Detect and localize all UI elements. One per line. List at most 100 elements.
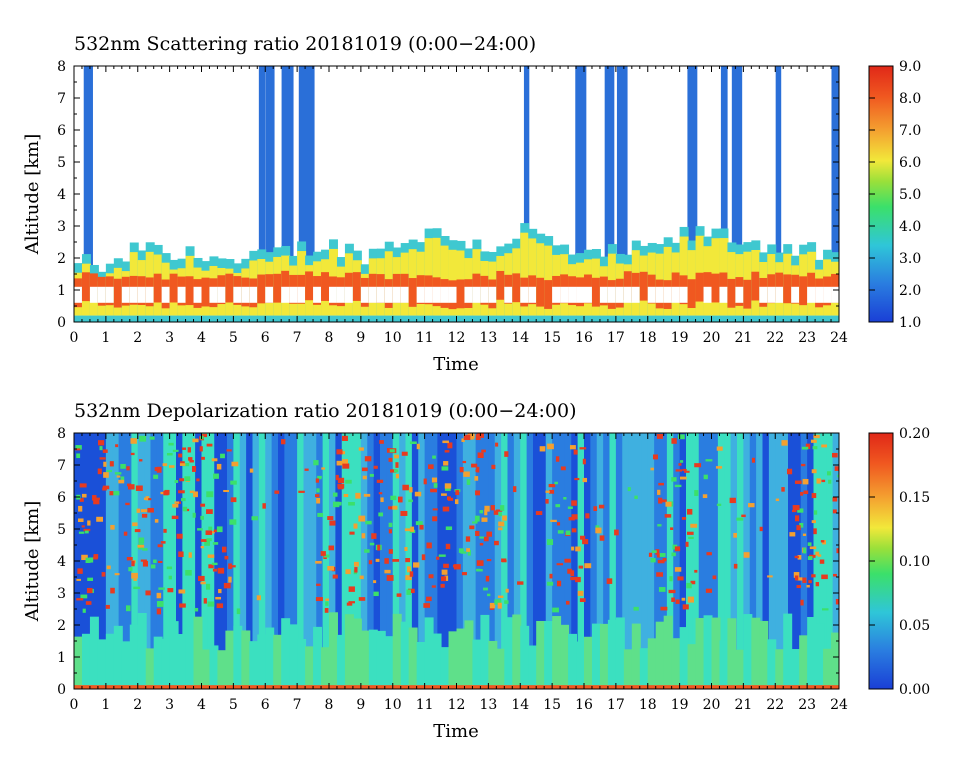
layer-white <box>137 286 147 303</box>
layer-red <box>703 272 713 301</box>
depol-speckle <box>598 504 605 509</box>
layer-white <box>775 286 785 303</box>
depol-speckle <box>474 476 479 481</box>
depol-speckle <box>472 521 478 524</box>
depol-column <box>552 433 560 689</box>
depol-speckle <box>110 587 115 594</box>
depol-speckle <box>336 449 343 455</box>
depol-speckle <box>455 490 460 496</box>
depol-speckle <box>834 466 839 471</box>
layer-white <box>448 286 458 303</box>
depol-speckle <box>181 447 187 450</box>
depol-speckle <box>167 588 174 593</box>
depol-speckle <box>712 575 717 580</box>
depol-layer <box>631 623 641 686</box>
depol-speckle <box>671 438 677 444</box>
depol-speckle <box>125 502 130 506</box>
scattering-colorbar-labels: 1.0 2.0 3.0 4.0 5.0 6.0 7.0 8.0 9.0 <box>869 59 921 331</box>
depol-speckle <box>348 601 355 604</box>
y-tick-label: 2 <box>57 251 66 267</box>
depol-speckle <box>205 530 213 535</box>
depol-speckle <box>196 478 200 482</box>
depol-column <box>105 433 114 689</box>
depol-speckle <box>800 491 804 496</box>
x-tick-label: 24 <box>830 330 848 346</box>
depol-layer <box>591 623 601 686</box>
depol-speckle <box>315 597 323 602</box>
depol-speckle <box>346 602 353 606</box>
depol-speckle <box>220 453 225 459</box>
x-tick-label: 9 <box>356 330 365 346</box>
depol-speckle <box>807 542 812 546</box>
depol-speckle <box>796 525 801 531</box>
depol-speckle <box>465 536 471 542</box>
depol-speckle <box>593 506 598 512</box>
depol-speckle <box>409 487 413 493</box>
layer-white <box>815 286 825 303</box>
depol-speckle <box>445 543 451 550</box>
depol-speckle <box>705 588 713 593</box>
x-tick-label: 10 <box>384 697 402 713</box>
depol-layer <box>615 617 625 686</box>
depol-speckle <box>204 540 210 546</box>
depol-speckle <box>461 572 467 576</box>
depol-speckle <box>687 596 694 603</box>
depol-speckle <box>486 531 492 537</box>
depol-speckle <box>685 541 689 547</box>
depol-layer <box>161 638 171 686</box>
depol-speckle <box>423 478 427 485</box>
x-tick-label: 5 <box>229 330 238 346</box>
depol-layer <box>440 647 450 686</box>
x-tick-label: 15 <box>543 330 561 346</box>
layer-red <box>185 276 195 306</box>
depol-layer <box>456 628 466 686</box>
depol-column <box>826 433 834 689</box>
depol-speckle <box>657 559 665 564</box>
depol-speckle <box>407 566 411 573</box>
depol-speckle <box>579 447 587 450</box>
y-tick-label: 6 <box>57 490 66 506</box>
depol-layer <box>623 649 633 686</box>
depol-speckle <box>179 463 186 466</box>
x-tick-label: 1 <box>101 330 110 346</box>
depol-column <box>80 433 88 689</box>
depol-speckle <box>656 433 663 439</box>
depol-speckle <box>767 575 773 578</box>
x-tick-label: 23 <box>798 330 816 346</box>
depol-speckle <box>476 560 484 566</box>
depol-column <box>399 433 407 689</box>
depol-speckle <box>491 464 496 470</box>
depol-speckle <box>436 556 440 560</box>
depol-speckle <box>200 503 206 507</box>
layer-white <box>313 286 323 303</box>
depol-layer <box>336 634 346 686</box>
colorbar-label: 8.0 <box>899 91 921 107</box>
depol-speckle <box>565 600 570 605</box>
layer-red <box>591 277 601 307</box>
y-tick-label: 1 <box>57 283 66 299</box>
depol-speckle <box>373 465 378 469</box>
depol-layer <box>647 638 657 686</box>
depol-layer <box>831 632 839 686</box>
depol-speckle <box>453 564 461 570</box>
depol-speckle <box>354 567 358 573</box>
depol-column <box>450 433 458 689</box>
depol-column <box>513 433 522 689</box>
depol-speckle <box>408 588 415 594</box>
depol-speckle <box>118 479 125 484</box>
depol-speckle <box>672 544 678 550</box>
x-tick-label: 1 <box>101 697 110 713</box>
depol-speckle <box>811 520 816 524</box>
depol-speckle <box>160 541 166 544</box>
depol-layer <box>233 625 243 686</box>
depol-speckle <box>545 490 550 493</box>
colorbar-label: 0.15 <box>899 490 930 506</box>
depol-speckle <box>803 547 807 554</box>
depol-speckle <box>497 602 502 609</box>
depol-speckle <box>703 474 708 480</box>
x-tick-label: 7 <box>293 330 302 346</box>
depol-speckle <box>438 554 446 557</box>
depol-speckle <box>320 551 326 556</box>
depol-column <box>558 433 566 689</box>
depol-column <box>348 433 356 689</box>
